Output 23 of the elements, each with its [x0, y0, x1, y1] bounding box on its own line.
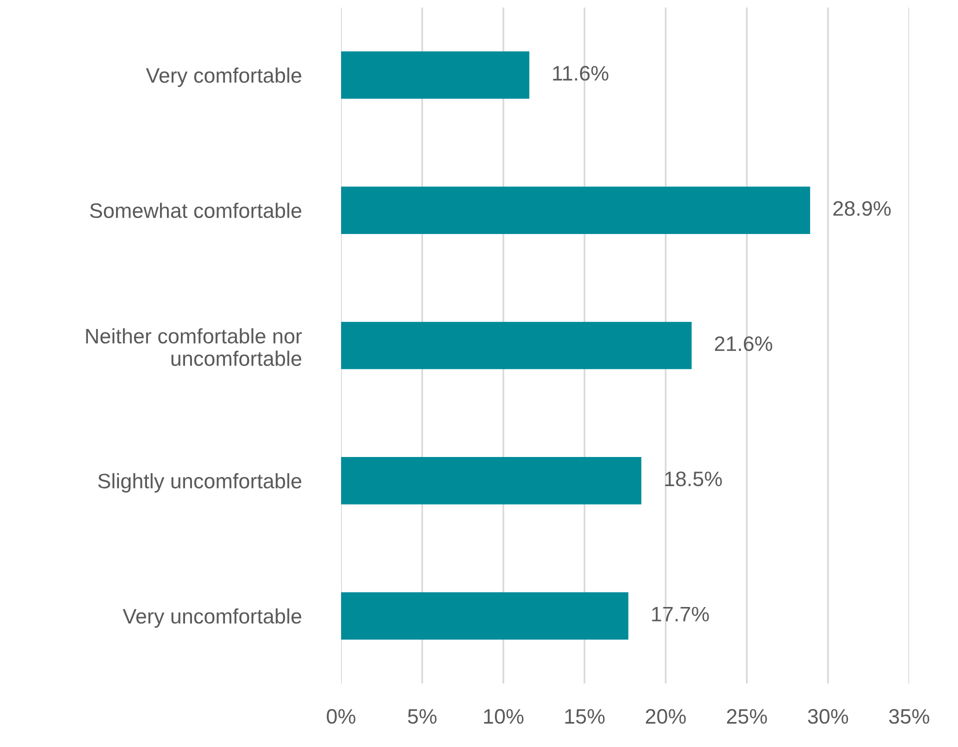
data-label: 28.9%	[833, 201, 891, 216]
data-label: 11.6%	[553, 66, 608, 81]
bar	[341, 51, 530, 99]
y-tick-label: Very comfortable	[146, 68, 302, 87]
x-tick-label: 25%	[727, 709, 767, 724]
bar	[341, 457, 642, 504]
x-tick-label: 5%	[408, 709, 437, 724]
y-tick-label: Slightly uncomfortable	[98, 473, 302, 493]
x-tick-label: 0%	[326, 709, 356, 724]
y-tick-label: Somewhat comfortable	[90, 202, 302, 218]
x-tick-label: 20%	[646, 709, 686, 724]
x-tick-label: 10%	[484, 709, 524, 724]
x-tick-label: 35%	[889, 709, 930, 724]
x-tick-label: 30%	[808, 709, 848, 724]
bar	[341, 592, 628, 640]
bar	[341, 322, 692, 370]
data-label: 18.5%	[665, 472, 722, 486]
y-tick-label: Very uncomfortable	[122, 608, 302, 628]
x-tick-label: 15%	[565, 709, 605, 724]
bar	[341, 186, 810, 234]
y-tick-label: Neither comfortable nor uncomfortable	[86, 328, 302, 366]
data-label: 17.7%	[652, 606, 709, 622]
data-label: 21.6%	[714, 336, 772, 352]
